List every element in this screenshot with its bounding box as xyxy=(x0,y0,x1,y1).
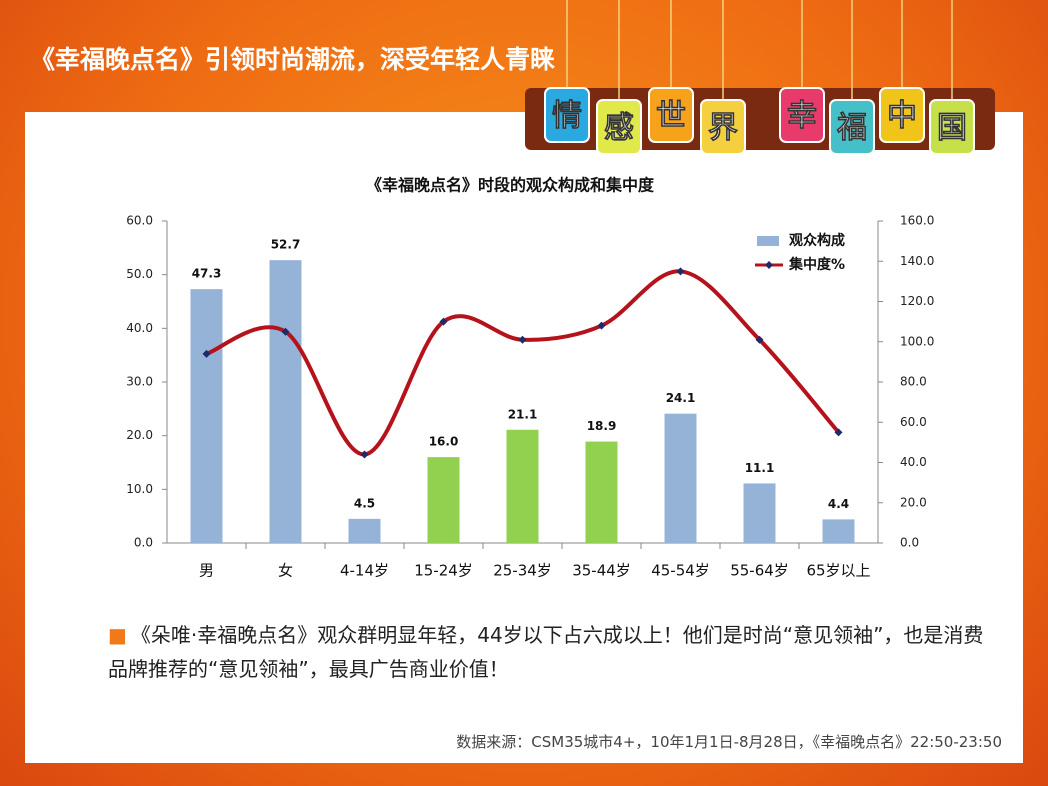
y-tick-label: 50.0 xyxy=(126,267,153,281)
x-tick-label: 女 xyxy=(278,562,293,580)
marker xyxy=(755,335,764,344)
legend-label: 观众构成 xyxy=(789,232,845,249)
banner-band xyxy=(525,88,995,150)
value-label: 4.4 xyxy=(828,497,849,511)
marker xyxy=(360,450,369,459)
legend-swatch xyxy=(757,236,779,246)
y2-tick-label: 40.0 xyxy=(900,455,927,469)
value-label: 4.5 xyxy=(354,496,375,510)
bar xyxy=(348,518,381,543)
chart-title: 《幸福晚点名》时段的观众构成和集中度 xyxy=(366,176,655,195)
x-tick-label: 35-44岁 xyxy=(572,562,631,580)
y2-tick-label: 160.0 xyxy=(900,214,934,228)
value-label: 18.9 xyxy=(587,419,617,433)
y-tick-label: 20.0 xyxy=(126,428,153,442)
banner-tag xyxy=(544,87,590,143)
bar xyxy=(506,429,539,543)
banner-tag xyxy=(700,99,746,155)
marker xyxy=(676,267,685,276)
y2-tick-label: 60.0 xyxy=(900,415,927,429)
x-tick-label: 65岁以上 xyxy=(806,562,870,580)
value-label: 11.1 xyxy=(745,461,775,475)
banner-tag xyxy=(648,87,694,143)
marker xyxy=(834,428,843,437)
x-tick-label: 4-14岁 xyxy=(340,562,389,580)
value-label: 16.0 xyxy=(429,435,459,449)
x-tick-label: 55-64岁 xyxy=(730,562,789,580)
bar xyxy=(822,519,855,543)
banner-char: 国 xyxy=(937,111,967,146)
marker xyxy=(439,317,448,326)
y-tick-label: 40.0 xyxy=(126,321,153,335)
y-tick-label: 0.0 xyxy=(134,536,153,550)
x-tick-label: 25-34岁 xyxy=(493,562,552,580)
value-label: 21.1 xyxy=(508,407,538,421)
bar xyxy=(190,289,223,543)
bar xyxy=(585,441,618,543)
x-tick-label: 45-54岁 xyxy=(651,562,710,580)
y2-tick-label: 140.0 xyxy=(900,254,934,268)
value-label: 47.3 xyxy=(192,267,222,281)
banner-tag xyxy=(929,99,975,155)
banner-char: 福 xyxy=(836,111,867,146)
note: 《朵唯·幸福晚点名》观众群明显年轻，44岁以下占六成以上！他们是时尚“意见领袖”… xyxy=(108,618,988,686)
source: 数据来源：CSM35城市4+，10年1月1日-8月28日，《幸福晚点名》22:5… xyxy=(456,733,1002,751)
banner-tag xyxy=(879,87,925,143)
y2-tick-label: 120.0 xyxy=(900,294,934,308)
y-tick-label: 10.0 xyxy=(126,482,153,496)
slide-title: 《幸福晚点名》引领时尚潮流，深受年轻人青睐 xyxy=(30,45,556,74)
bar xyxy=(664,413,697,543)
bar xyxy=(743,483,776,543)
line xyxy=(205,269,841,457)
legend-marker xyxy=(765,261,773,269)
y2-tick-label: 80.0 xyxy=(900,375,927,389)
value-label: 24.1 xyxy=(666,391,696,405)
y-tick-label: 30.0 xyxy=(126,375,153,389)
banner-char: 感 xyxy=(604,111,634,146)
banner-char: 世 xyxy=(656,99,686,134)
bar xyxy=(427,457,460,543)
y2-tick-label: 100.0 xyxy=(900,334,934,348)
x-tick-label: 15-24岁 xyxy=(414,562,473,580)
value-label: 52.7 xyxy=(271,238,301,252)
banner-char: 情 xyxy=(552,99,582,134)
legend-label: 集中度% xyxy=(788,256,845,273)
marker xyxy=(597,321,606,330)
banner-tag xyxy=(779,87,825,143)
banner-tag xyxy=(829,99,875,155)
marker xyxy=(518,335,527,344)
y-tick-label: 60.0 xyxy=(126,214,153,228)
banner-char: 中 xyxy=(887,99,917,134)
banner-char: 界 xyxy=(708,111,738,146)
y2-tick-label: 0.0 xyxy=(900,536,919,550)
x-tick-label: 男 xyxy=(199,562,214,580)
banner-char: 幸 xyxy=(787,99,817,134)
marker xyxy=(202,349,211,358)
bar xyxy=(269,260,302,543)
banner-tag xyxy=(596,99,642,155)
y2-tick-label: 20.0 xyxy=(900,495,927,509)
marker xyxy=(281,327,290,336)
